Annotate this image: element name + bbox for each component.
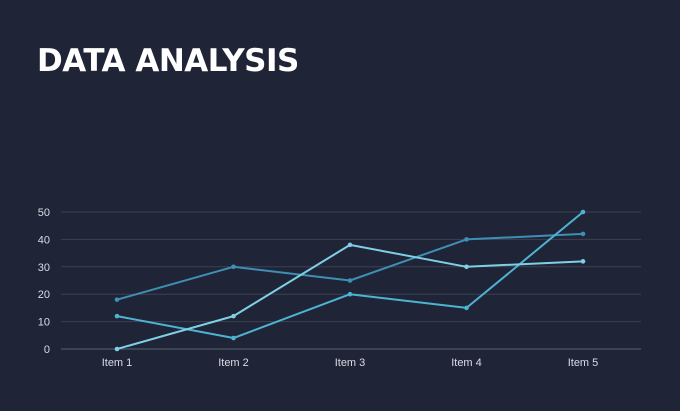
series-1 — [114, 231, 586, 302]
data-point — [231, 313, 236, 319]
data-point — [347, 278, 353, 283]
y-tick-label: 20 — [38, 289, 50, 301]
data-point — [114, 313, 120, 319]
data-point — [114, 297, 120, 302]
series-2 — [114, 209, 586, 341]
x-tick-label: Item 4 — [451, 357, 482, 369]
x-tick-label: Item 2 — [218, 357, 249, 369]
data-point — [347, 242, 353, 248]
series-lines — [114, 209, 586, 352]
x-tick-label: Item 5 — [568, 357, 599, 369]
data-point — [464, 264, 469, 270]
series-3 — [114, 242, 586, 352]
data-point — [114, 346, 120, 352]
y-tick-label: 0 — [44, 344, 50, 356]
y-tick-label: 10 — [38, 317, 50, 329]
data-point — [464, 237, 469, 242]
y-tick-label: 50 — [38, 207, 50, 219]
x-axis-ticks: Item 1 Item 2 Item 3 Item 4 Item 5 — [102, 357, 599, 369]
series-line — [116, 211, 584, 340]
x-tick-label: Item 3 — [335, 357, 366, 369]
y-tick-label: 40 — [38, 234, 50, 246]
x-tick-label: Item 1 — [102, 357, 133, 369]
y-tick-label: 30 — [38, 262, 50, 274]
data-point — [231, 335, 236, 341]
data-point — [580, 231, 586, 237]
data-point — [464, 305, 469, 311]
data-point — [580, 209, 586, 215]
page-title: DATA ANALYSIS — [37, 43, 299, 79]
series-line — [116, 243, 584, 350]
y-axis-ticks: 0 10 20 30 40 50 — [38, 207, 50, 356]
data-point — [347, 291, 353, 297]
data-point — [231, 264, 236, 270]
data-point — [580, 259, 586, 264]
